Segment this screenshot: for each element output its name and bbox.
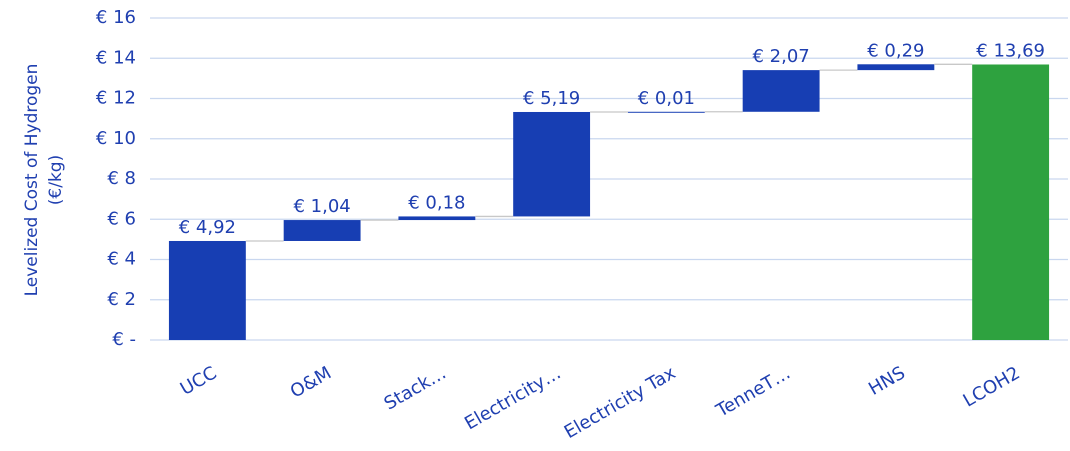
x-tick-label: Electricity… — [461, 362, 565, 434]
value-label: € 13,69 — [976, 40, 1045, 61]
y-tick-label: € 14 — [96, 47, 136, 68]
bar — [742, 70, 820, 112]
bar — [168, 240, 246, 340]
x-tick-label: HNS — [865, 362, 909, 399]
y-tick-label: € 8 — [107, 168, 136, 189]
value-label: € 0,29 — [867, 40, 924, 61]
y-axis-label: Levelized Cost of Hydrogen — [22, 64, 42, 297]
bar — [283, 220, 361, 241]
x-tick-label: Stack… — [381, 362, 450, 414]
bar — [857, 64, 935, 71]
bar — [972, 64, 1050, 341]
bar — [513, 111, 591, 217]
y-axis-label: (€/kg) — [46, 155, 66, 205]
x-tick-label: LCOH2 — [960, 362, 1024, 411]
y-tick-label: € 2 — [107, 289, 136, 310]
x-tick-label: O&M — [287, 362, 335, 402]
bar — [398, 216, 476, 221]
x-tick-label: TenneT… — [712, 362, 794, 422]
value-label: € 2,07 — [752, 46, 809, 67]
value-label: € 4,92 — [179, 217, 236, 238]
y-tick-label: € 16 — [96, 7, 136, 28]
x-tick-label: Electricity Tax — [561, 362, 680, 443]
value-label: € 1,04 — [293, 196, 350, 217]
bar — [627, 111, 705, 113]
y-tick-label: € 4 — [107, 249, 136, 270]
value-label: € 0,01 — [638, 88, 695, 109]
x-tick-label: UCC — [177, 362, 221, 399]
y-tick-label: € 10 — [96, 128, 136, 149]
y-tick-label: € 12 — [96, 88, 136, 109]
value-label: € 5,19 — [523, 88, 580, 109]
y-tick-label: € - — [112, 329, 136, 350]
y-tick-label: € 6 — [107, 208, 136, 229]
value-label: € 0,18 — [408, 192, 465, 213]
